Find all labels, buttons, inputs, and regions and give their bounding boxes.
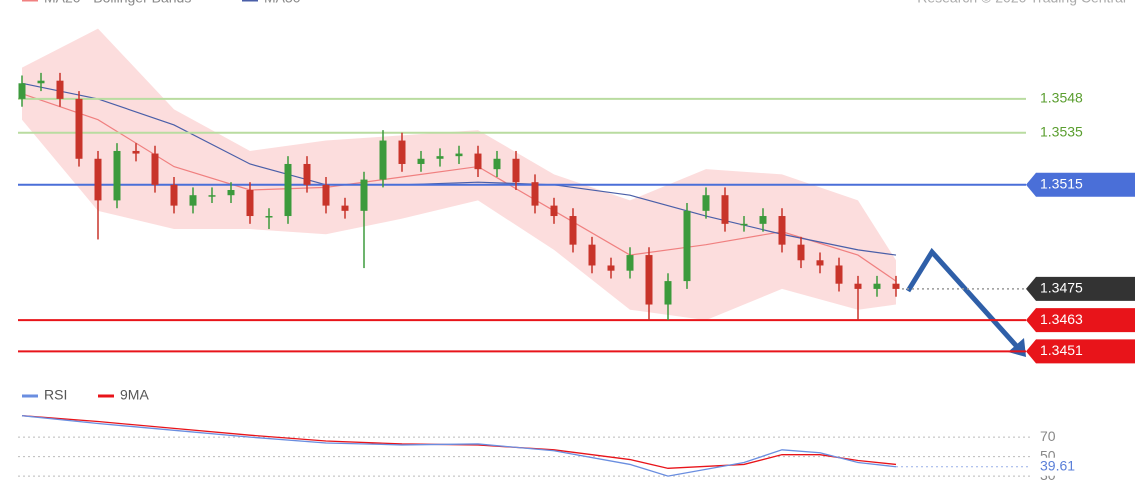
candle-body [740, 223, 748, 226]
candle-body [360, 179, 368, 211]
candle-body [18, 83, 26, 99]
ma9-line [21, 415, 897, 469]
candle-body [75, 98, 83, 159]
level-box [1026, 172, 1135, 197]
candle-body [721, 195, 729, 224]
rsi-value-box [1034, 457, 1094, 476]
rsi-line [21, 415, 897, 477]
candle-body [303, 163, 311, 185]
candle-body [816, 260, 824, 266]
candle-body [550, 205, 558, 217]
candle-body [588, 244, 596, 266]
candle-body [227, 190, 235, 196]
candle-body [94, 158, 102, 201]
candle-body [246, 190, 254, 217]
candle-body [37, 80, 45, 84]
level-label: 1.3475 [1040, 280, 1083, 296]
level-label: 1.3515 [1040, 175, 1083, 191]
legend-label: MA20 • Bollinger Bands [44, 0, 191, 6]
candle-body [208, 195, 216, 197]
candle-body [113, 150, 121, 201]
level-label: 1.3548 [1040, 90, 1083, 106]
level-label: 1.3463 [1040, 311, 1083, 327]
forecast-arrow [905, 247, 1022, 352]
bollinger-band [22, 28, 896, 321]
credit: Research © 2020 Trading Central [917, 0, 1126, 6]
candle-body [189, 195, 197, 206]
candle-body [436, 156, 444, 159]
candle-body [854, 283, 862, 289]
candle-body [892, 283, 900, 289]
candle-body [265, 216, 273, 218]
rsi-value-label: 39.61 [1040, 457, 1075, 473]
level-box [1026, 339, 1135, 364]
candle-body [531, 182, 539, 206]
candle-body [341, 205, 349, 211]
y-tick-label: 70 [1040, 428, 1056, 444]
candle-body [284, 163, 292, 217]
candle-body [607, 265, 615, 271]
level-label: 1.3451 [1040, 342, 1083, 358]
candle-body [417, 158, 425, 164]
level-box [1026, 308, 1135, 333]
candle-body [702, 195, 710, 211]
candle-body [379, 140, 387, 180]
candle-body [835, 265, 843, 284]
level-label: 1.3535 [1040, 123, 1083, 139]
candle-body [797, 244, 805, 261]
candle-body [56, 80, 64, 99]
candle-body [322, 184, 330, 206]
legend-label: 9MA [120, 387, 149, 403]
legend-label: RSI [44, 387, 67, 403]
candle-body [873, 283, 881, 289]
candle-body [474, 153, 482, 170]
candle-body [512, 158, 520, 183]
candle-body [626, 255, 634, 271]
candle-body [132, 150, 140, 154]
candle-body [664, 281, 672, 305]
candle-body [778, 216, 786, 245]
candle-body [759, 216, 767, 224]
candle-body [569, 216, 577, 245]
candle-body [151, 153, 159, 185]
level-box [1026, 276, 1135, 301]
candle-body [170, 184, 178, 206]
candle-body [398, 140, 406, 164]
candle-body [493, 158, 501, 170]
candle-body [645, 255, 653, 305]
candle-body [683, 210, 691, 282]
candle-body [455, 153, 463, 157]
